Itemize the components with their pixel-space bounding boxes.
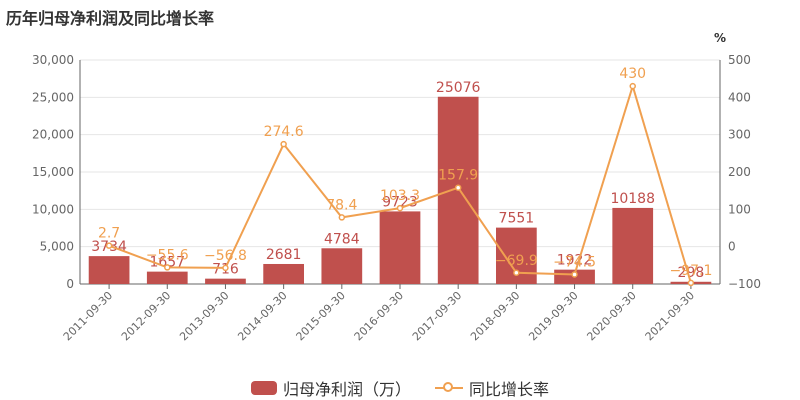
x-tick-label: 2012-09-30	[119, 289, 173, 343]
legend-item-net-profit[interactable]: 归母净利润（万）	[250, 376, 411, 400]
growth-rate-point	[629, 82, 636, 90]
x-tick-label: 2021-09-30	[643, 289, 697, 343]
x-tick-label: 2016-09-30	[352, 289, 406, 343]
y-left-tick-label: 20,000	[32, 128, 74, 142]
growth-rate-point	[687, 279, 695, 287]
bar-data-label: 9723	[382, 194, 418, 210]
y-left-tick-label: 30,000	[32, 53, 74, 67]
bar	[612, 207, 654, 284]
bar-data-label: 2681	[266, 247, 302, 263]
growth-rate-data-label: 157.9	[438, 168, 478, 184]
x-tick-label: 2011-09-30	[61, 289, 115, 343]
x-tick-label: 2017-09-30	[410, 289, 464, 343]
bar-data-label: 7551	[499, 211, 535, 227]
y-right-tick-label: 0	[728, 240, 736, 254]
x-tick-label: 2013-09-30	[177, 289, 231, 343]
y-left-tick-label: 0	[66, 277, 74, 291]
y-right-unit: %	[714, 31, 726, 45]
bar-data-label: 1922	[557, 253, 593, 269]
bar	[379, 211, 421, 284]
bar	[321, 248, 363, 284]
x-tick-label: 2014-09-30	[235, 289, 289, 343]
y-right-tick-label: 400	[728, 90, 751, 104]
y-right-tick-label: 200	[728, 165, 751, 179]
growth-rate-point	[396, 204, 404, 212]
y-right-tick-label: 100	[728, 202, 751, 216]
legend-label-net-profit: 归母净利润（万）	[282, 380, 411, 399]
chart-title: 历年归母净利润及同比增长率	[6, 9, 215, 28]
growth-rate-point	[222, 264, 229, 272]
legend: 归母净利润（万） 同比增长率	[0, 376, 800, 400]
y-left-tick-label: 25,000	[32, 90, 74, 104]
growth-rate-data-label: −55.6	[146, 247, 189, 263]
growth-rate-data-label: 274.6	[264, 124, 304, 140]
growth-rate-data-label: −69.9	[495, 253, 538, 269]
growth-rate-point	[164, 264, 171, 271]
y-left-tick-label: 15,000	[32, 165, 74, 179]
growth-rate-data-label: 103.3	[380, 188, 420, 204]
y-left-tick-label: 5,000	[40, 240, 74, 254]
legend-item-growth-rate[interactable]: 同比增长率	[435, 376, 549, 400]
growth-rate-data-label: 78.4	[326, 197, 357, 213]
bar-data-label: 10188	[610, 191, 655, 207]
x-tick-label: 2018-09-30	[468, 289, 522, 343]
legend-line-swatch	[435, 381, 463, 395]
growth-rate-point	[513, 269, 520, 277]
y-right-tick-label: 300	[728, 128, 751, 142]
x-tick-label: 2019-09-30	[526, 289, 580, 343]
growth-rate-data-label: 430	[619, 66, 646, 82]
growth-rate-data-label: 2.7	[98, 226, 120, 242]
legend-label-growth-rate: 同比增长率	[469, 380, 550, 399]
x-tick-label: 2020-09-30	[584, 289, 638, 343]
growth-rate-point	[454, 184, 462, 191]
bar-data-label: 25076	[436, 80, 481, 96]
growth-rate-data-label: −56.8	[204, 248, 247, 264]
growth-rate-point	[280, 140, 287, 148]
growth-rate-data-label: −97.1	[669, 263, 712, 279]
bar	[263, 263, 304, 284]
x-tick-label: 2015-09-30	[294, 289, 348, 343]
bar	[88, 256, 130, 284]
bar	[205, 278, 246, 284]
bar-data-label: 4784	[324, 231, 360, 247]
y-right-tick-label: −100	[728, 277, 761, 291]
legend-bar-swatch	[250, 381, 277, 395]
growth-rate-data-label: −74.5	[553, 254, 596, 270]
growth-rate-point	[571, 271, 578, 278]
bar-data-label: 298	[678, 265, 705, 281]
y-right-tick-label: 500	[728, 53, 751, 67]
growth-rate-point	[338, 214, 346, 221]
bar	[146, 271, 188, 284]
y-left-tick-label: 10,000	[32, 202, 74, 216]
growth-rate-point	[105, 242, 113, 249]
